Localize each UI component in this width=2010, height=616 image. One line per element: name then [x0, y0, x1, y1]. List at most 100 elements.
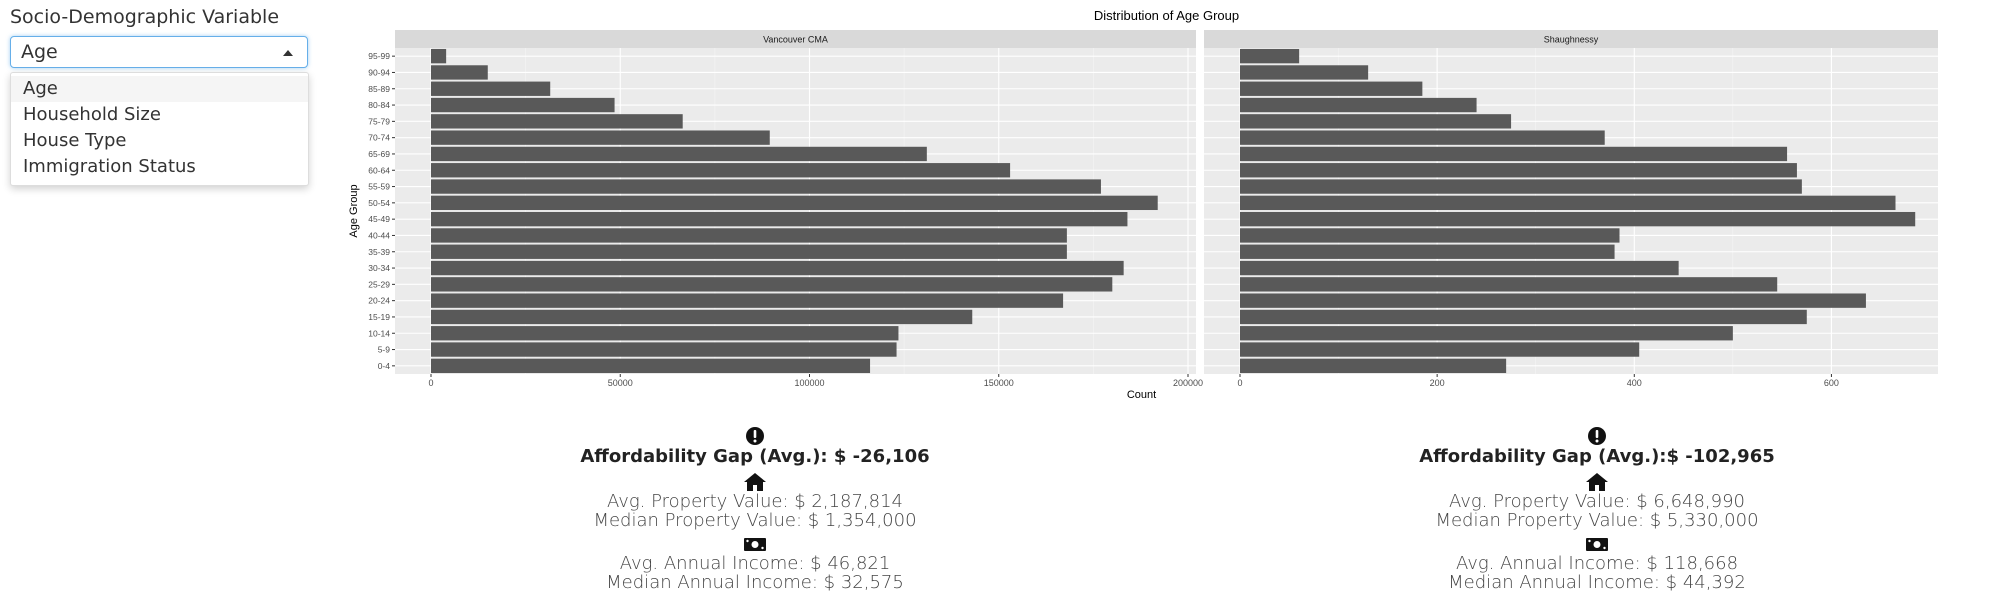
bar-85-89 [1240, 81, 1423, 96]
facet-strip [1204, 30, 1938, 48]
variable-dropdown-menu: Age Household Size House Type Immigratio… [10, 72, 309, 186]
x-tick-label: 150000 [984, 378, 1014, 388]
bar-20-24 [1240, 293, 1866, 308]
facet-label: Shaughnessy [1544, 35, 1599, 45]
facet-strip [395, 30, 1196, 48]
dropdown-option-immigration-status[interactable]: Immigration Status [23, 156, 196, 177]
avg-annual-income: Avg. Annual Income: $ 46,821 [619, 553, 891, 574]
bar-70-74 [1240, 130, 1605, 145]
bar-35-39 [431, 244, 1067, 259]
y-tick-label: 10-14 [368, 328, 390, 338]
bar-25-29 [431, 277, 1113, 292]
median-property-value: Median Property Value: $ 5,330,000 [1435, 510, 1759, 531]
y-tick-label: 65-69 [368, 149, 390, 159]
chart-title: Distribution of Age Group [1094, 8, 1239, 23]
y-tick-label: 45-49 [368, 214, 390, 224]
y-tick-label: 15-19 [368, 312, 390, 322]
dropdown-option-age[interactable]: Age [11, 76, 308, 102]
x-tick-label: 600 [1824, 378, 1839, 388]
x-axis-title: Count [1127, 389, 1156, 401]
money-bill-icon [1586, 538, 1608, 551]
exclamation-circle-icon [746, 427, 764, 445]
y-tick-label: 60-64 [368, 165, 390, 175]
bar-60-64 [431, 163, 1011, 178]
y-tick-label: 0-4 [378, 361, 391, 371]
bar-75-79 [431, 114, 683, 129]
y-tick-label: 95-99 [368, 51, 390, 61]
variable-select-value: Age [21, 41, 58, 63]
avg-property-value: Avg. Property Value: $ 6,648,990 [1448, 491, 1746, 512]
bar-65-69 [431, 146, 927, 162]
bar-55-59 [1240, 179, 1802, 194]
bar-70-74 [431, 130, 770, 145]
bar-50-54 [431, 195, 1158, 211]
x-tick-label: 100000 [794, 378, 824, 388]
dropdown-option-house-type[interactable]: House Type [23, 130, 127, 151]
bar-30-34 [431, 260, 1124, 276]
bar-45-49 [1240, 211, 1916, 227]
bar-75-79 [1240, 114, 1512, 129]
avg-annual-income: Avg. Annual Income: $ 118,668 [1455, 553, 1739, 574]
bar-30-34 [1240, 260, 1679, 276]
facet-label: Vancouver CMA [763, 35, 828, 45]
x-tick-label: 0 [428, 378, 433, 388]
bar-90-94 [431, 65, 488, 80]
bar-5-9 [431, 342, 897, 357]
y-tick-label: 55-59 [368, 182, 390, 192]
bar-10-14 [431, 326, 899, 341]
affordability-gap: Affordability Gap (Avg.): $ -26,106 [580, 446, 930, 467]
x-tick-label: 50000 [608, 378, 633, 388]
y-tick-label: 90-94 [368, 67, 390, 77]
bar-0-4 [1240, 358, 1507, 374]
bar-40-44 [431, 228, 1067, 243]
home-icon [1586, 473, 1608, 491]
y-tick-label: 20-24 [368, 296, 390, 306]
avg-property-value: Avg. Property Value: $ 2,187,814 [606, 491, 904, 512]
y-tick-label: 40-44 [368, 230, 390, 240]
y-axis-title: Age Group [348, 184, 360, 237]
x-tick-label: 400 [1627, 378, 1642, 388]
age-distribution-chart: Distribution of Age Group Vancouver CMA 0 5… [348, 8, 1938, 401]
affordability-gap: Affordability Gap (Avg.):$ -102,965 [1419, 446, 1775, 467]
y-tick-label: 80-84 [368, 100, 390, 110]
variable-select[interactable]: Age [10, 36, 308, 68]
home-icon [744, 473, 766, 491]
money-bill-icon [744, 538, 766, 551]
exclamation-circle-icon [1588, 427, 1606, 445]
dropdown-option-household-size[interactable]: Household Size [23, 104, 161, 125]
y-tick-label: 25-29 [368, 279, 390, 289]
bar-10-14 [1240, 326, 1733, 341]
bar-5-9 [1240, 342, 1640, 357]
y-tick-label: 75-79 [368, 116, 390, 126]
bar-15-19 [431, 309, 973, 325]
bar-65-69 [1240, 146, 1788, 162]
bar-80-84 [431, 97, 615, 113]
bar-40-44 [1240, 228, 1620, 243]
bar-95-99 [1240, 48, 1300, 64]
x-tick-label: 200 [1430, 378, 1445, 388]
bar-45-49 [431, 211, 1128, 227]
y-tick-label: 70-74 [368, 133, 390, 143]
median-annual-income: Median Annual Income: $ 44,392 [1448, 572, 1746, 593]
stats-panel-shaughnessy: Affordability Gap (Avg.):$ -102,965 Avg.… [1297, 426, 1897, 592]
bar-35-39 [1240, 244, 1615, 259]
bar-50-54 [1240, 195, 1896, 211]
bar-55-59 [431, 179, 1101, 194]
bar-95-99 [431, 48, 447, 64]
bar-80-84 [1240, 97, 1477, 113]
y-tick-label: 50-54 [368, 198, 390, 208]
variable-select-label: Socio-Demographic Variable [10, 6, 280, 28]
bar-25-29 [1240, 277, 1778, 292]
x-tick-label: 200000 [1173, 378, 1203, 388]
bar-20-24 [431, 293, 1064, 308]
y-tick-label: 30-34 [368, 263, 390, 273]
x-tick-label: 0 [1237, 378, 1242, 388]
bar-85-89 [431, 81, 551, 96]
y-tick-label: 5-9 [378, 345, 391, 355]
caret-up-icon [283, 50, 293, 56]
median-property-value: Median Property Value: $ 1,354,000 [593, 510, 917, 531]
bar-15-19 [1240, 309, 1807, 325]
median-annual-income: Median Annual Income: $ 32,575 [606, 572, 904, 593]
y-tick-label: 35-39 [368, 247, 390, 257]
bar-60-64 [1240, 163, 1797, 178]
